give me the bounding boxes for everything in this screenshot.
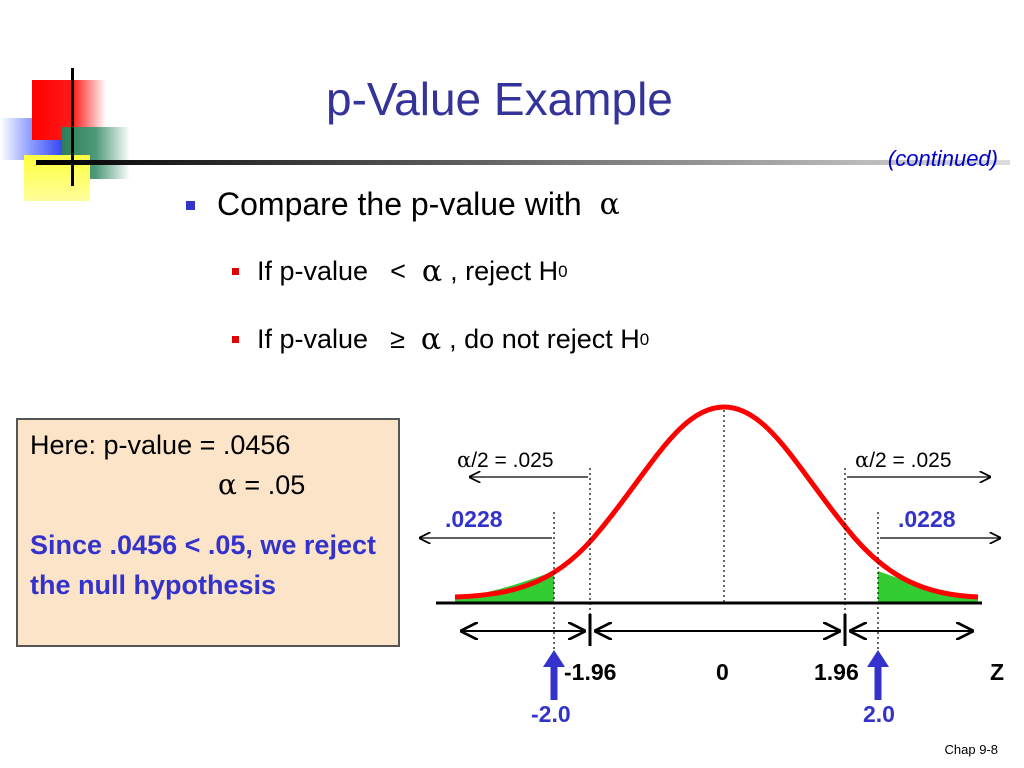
tick-label-crit-left: -1.96: [564, 659, 616, 685]
axis-label-z: Z: [990, 659, 1004, 685]
result-box: Here: p-value = .0456 α = .05 Since .045…: [16, 418, 400, 647]
subbullet-prefix: If p-value: [257, 256, 369, 286]
subscript-zero: 0: [558, 261, 568, 281]
logo-vertical-line: [71, 68, 74, 186]
test-stat-left-label: -2.0: [531, 701, 571, 727]
right-stat-pointer-head: [867, 650, 889, 667]
right-alpha-label: α/2 = .025: [855, 448, 952, 472]
left-tail-label: .0228: [445, 506, 503, 532]
alpha-symbol: α: [420, 322, 442, 357]
subscript-zero: 0: [639, 329, 650, 349]
alpha-symbol: α: [599, 187, 620, 222]
conclusion-text: Since .0456 < .05, we reject the null hy…: [30, 530, 376, 600]
slide-title: p-Value Example: [326, 73, 673, 125]
relation-less-than: <: [390, 256, 406, 286]
tick-label-crit-right: 1.96: [814, 659, 859, 685]
title-underline: [36, 160, 1010, 165]
tick-label-zero: 0: [716, 659, 729, 685]
alpha-line: α = .05: [218, 468, 305, 501]
pvalue-line: Here: p-value = .0456: [30, 430, 291, 460]
subbullet-suffix: , do not reject H: [449, 324, 640, 354]
left-stat-pointer-head: [543, 650, 565, 667]
subbullet-suffix: , reject H: [450, 256, 559, 286]
alpha-symbol: α: [421, 254, 443, 289]
alpha-value: = .05: [236, 470, 306, 500]
subbullet-prefix: If p-value: [257, 324, 369, 354]
subbullet-square-icon: [232, 336, 239, 343]
alpha-symbol: α: [218, 468, 237, 501]
subbullet-square-icon: [232, 268, 239, 275]
continued-label: (continued): [887, 146, 998, 171]
bullet-compare-text: Compare the p-value with: [217, 186, 582, 222]
slide-footer: Chap 9-8: [944, 742, 998, 757]
relation-greater-equal: ≥: [390, 324, 405, 354]
bullet-square-icon: [186, 201, 195, 210]
right-tail-label: .0228: [898, 506, 956, 532]
bullet-compare: Compare the p-value with α: [186, 186, 620, 223]
bell-curve: [454, 404, 979, 600]
left-alpha-label: α/2 = .025: [457, 448, 554, 472]
test-stat-right-label: 2.0: [863, 701, 895, 727]
